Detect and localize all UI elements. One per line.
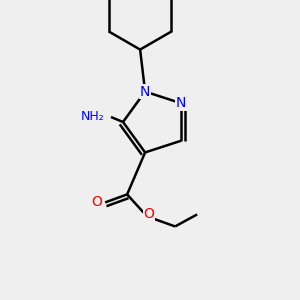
Text: O: O <box>92 195 103 209</box>
Text: NH₂: NH₂ <box>81 110 105 124</box>
Text: N: N <box>176 96 186 110</box>
Text: O: O <box>144 207 154 221</box>
Text: N: N <box>140 85 150 99</box>
